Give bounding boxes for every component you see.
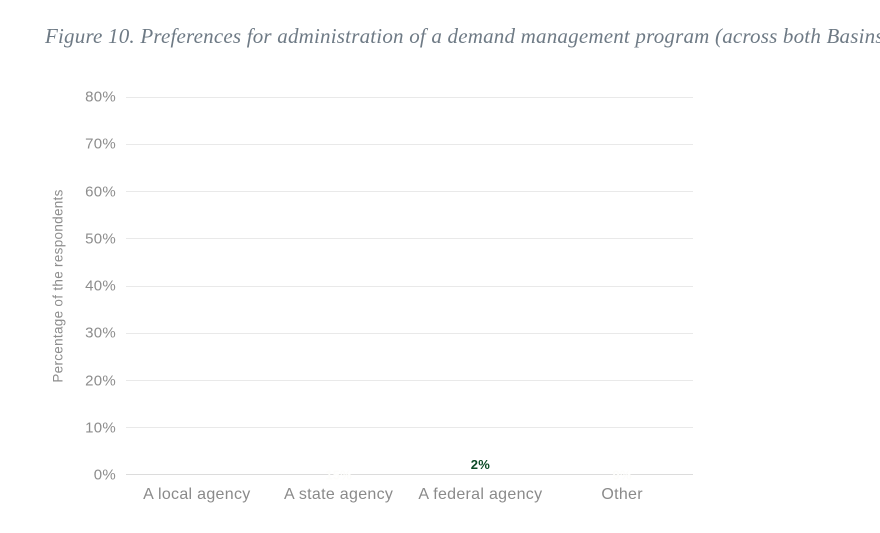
- y-tick-label: 40%: [85, 277, 116, 295]
- gridline: [126, 332, 693, 334]
- y-tick-label: 80%: [85, 88, 116, 106]
- y-tick-label: 70%: [85, 135, 116, 153]
- bar-value-label: 2%: [470, 457, 490, 472]
- bar-value-label: 9%: [612, 467, 632, 483]
- gridline: [126, 191, 693, 192]
- y-tick-label: 30%: [85, 324, 116, 342]
- gridline: [126, 285, 693, 287]
- y-tick-label: 0%: [93, 466, 116, 484]
- y-tick-label: 60%: [85, 183, 116, 200]
- y-tick-label: 20%: [85, 372, 116, 389]
- plot-area: 74%15%2%9%: [126, 96, 693, 483]
- x-axis-tick-labels: A local agency A state agency A federal ag…: [126, 486, 693, 504]
- x-tick-label: A state agency: [284, 486, 394, 503]
- gridline: [126, 143, 693, 145]
- bar-value-label: 15%: [325, 467, 352, 483]
- gridline: [126, 238, 693, 240]
- gridline: [126, 96, 693, 98]
- x-tick-label: Other: [601, 486, 643, 503]
- gridline: [126, 427, 693, 429]
- y-tick-label: 50%: [85, 230, 116, 248]
- x-tick-label: A local agency: [143, 486, 251, 503]
- figure-caption: Figure 10. Preferences for administratio…: [45, 24, 880, 48]
- x-tick-label: A federal agency: [418, 486, 543, 503]
- y-axis-tick-labels: 0% 10% 20% 30% 40% 50% 60% 70% 80%: [0, 89, 116, 484]
- y-tick-label: 10%: [85, 419, 116, 437]
- gridline: [126, 474, 693, 475]
- gridline: [126, 380, 693, 381]
